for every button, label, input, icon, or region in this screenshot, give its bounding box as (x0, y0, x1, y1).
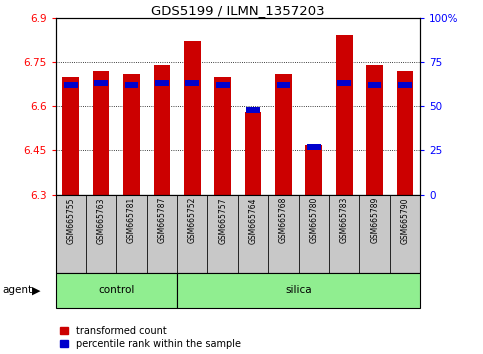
Bar (154, 65, 170, 195)
Text: GSM665781: GSM665781 (127, 197, 136, 243)
Bar (245, 112, 261, 195)
Bar (64, 82, 78, 88)
Bar (268, 195, 298, 273)
Bar (238, 195, 268, 273)
Bar (56, 195, 86, 273)
Bar (116, 195, 147, 273)
Text: GSM665790: GSM665790 (400, 197, 410, 244)
Bar (86, 195, 116, 273)
Bar (94, 80, 108, 86)
Text: GSM665764: GSM665764 (249, 197, 257, 244)
Bar (56, 273, 177, 308)
Bar (397, 71, 413, 195)
Bar (277, 82, 290, 88)
Bar (338, 80, 351, 86)
Bar (390, 195, 420, 273)
Title: GDS5199 / ILMN_1357203: GDS5199 / ILMN_1357203 (151, 4, 325, 17)
Bar (208, 195, 238, 273)
Bar (185, 80, 199, 86)
Bar (184, 41, 200, 195)
Bar (275, 74, 292, 195)
Bar (366, 65, 383, 195)
Bar (93, 71, 110, 195)
Bar (336, 35, 353, 195)
Bar (62, 77, 79, 195)
Text: GSM665787: GSM665787 (157, 197, 167, 244)
Bar (307, 144, 321, 150)
Text: GSM665763: GSM665763 (97, 197, 106, 244)
Bar (177, 273, 420, 308)
Bar (298, 195, 329, 273)
Bar (214, 77, 231, 195)
Bar (147, 195, 177, 273)
Bar (125, 82, 138, 88)
Text: silica: silica (285, 285, 312, 295)
Text: GSM665752: GSM665752 (188, 197, 197, 244)
Bar (359, 195, 390, 273)
Bar (329, 195, 359, 273)
Text: agent: agent (2, 285, 32, 295)
Bar (216, 82, 229, 88)
Text: GSM665789: GSM665789 (370, 197, 379, 244)
Text: GSM665780: GSM665780 (309, 197, 318, 244)
Bar (398, 82, 412, 88)
Text: GSM665755: GSM665755 (66, 197, 75, 244)
Text: GSM665768: GSM665768 (279, 197, 288, 244)
Text: GSM665757: GSM665757 (218, 197, 227, 244)
Bar (177, 195, 208, 273)
Legend: transformed count, percentile rank within the sample: transformed count, percentile rank withi… (60, 326, 241, 349)
Text: GSM665783: GSM665783 (340, 197, 349, 244)
Bar (368, 82, 382, 88)
Bar (246, 107, 260, 113)
Bar (123, 74, 140, 195)
Bar (155, 80, 169, 86)
Text: control: control (98, 285, 134, 295)
Text: ▶: ▶ (32, 285, 41, 295)
Bar (305, 144, 322, 195)
